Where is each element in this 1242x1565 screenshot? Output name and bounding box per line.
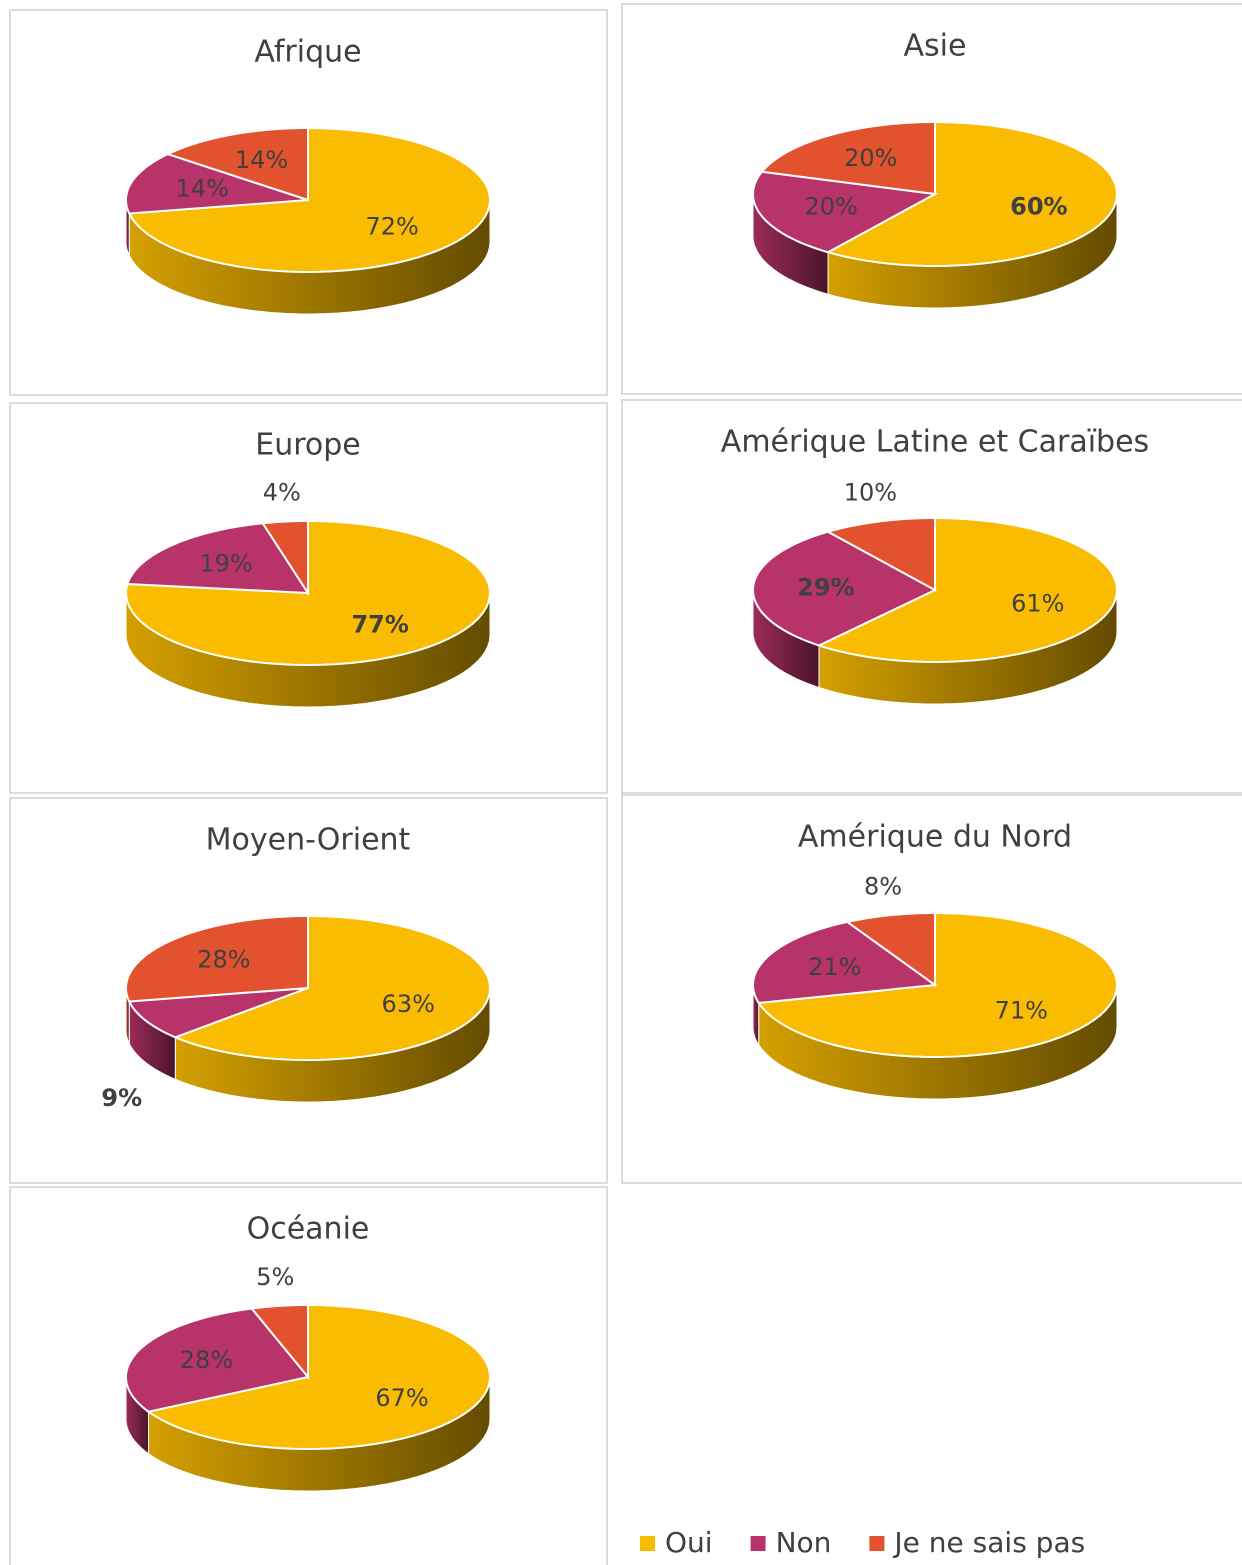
data-label: 20% (844, 144, 897, 172)
chart-title: Amérique du Nord (798, 820, 1072, 855)
data-label: 9% (101, 1084, 142, 1112)
chart-panel (9, 1186, 608, 1565)
pie-slice (751, 170, 939, 254)
pie-tops (125, 126, 491, 273)
data-label: 5% (256, 1263, 294, 1291)
legend-label: Je ne sais pas (892, 1526, 1085, 1559)
pie-tops (751, 120, 1119, 268)
legend-swatch (750, 1536, 766, 1551)
pie-slice (756, 911, 1118, 1058)
pie-tops (125, 519, 491, 666)
pie-slice (825, 516, 936, 592)
pie-slice (261, 519, 309, 597)
data-label: 28% (197, 945, 250, 973)
pie-slice (825, 120, 1119, 268)
data-label: 29% (797, 574, 854, 602)
pie-slice (125, 153, 309, 215)
chart-panel (621, 3, 1242, 395)
data-label: 61% (1011, 590, 1064, 618)
data-label: 4% (263, 479, 301, 507)
chart-title: Afrique (254, 35, 361, 70)
pie-slice (172, 914, 491, 1061)
pie-slice (125, 1307, 310, 1413)
data-label: 77% (351, 610, 408, 638)
data-label: 21% (808, 953, 861, 981)
chart-panel (621, 794, 1242, 1184)
chart-title: Asie (904, 29, 967, 64)
pie-slice (751, 530, 938, 647)
pie-slice (759, 120, 936, 196)
chart-panel (9, 9, 608, 396)
pie-slice (165, 126, 309, 202)
chart-panel (9, 797, 608, 1184)
pie-slice (127, 126, 491, 273)
data-label: 71% (995, 996, 1048, 1024)
data-label: 28% (180, 1346, 233, 1374)
chart-panel (9, 402, 608, 794)
pie-slice (126, 522, 310, 595)
legend-label: Oui (665, 1526, 713, 1559)
pie-tops (751, 516, 1118, 663)
data-label: 10% (844, 479, 897, 507)
data-label: 14% (176, 174, 229, 202)
pie-sides (125, 987, 491, 1103)
pie-slice (752, 920, 938, 1004)
data-label: 8% (864, 872, 902, 900)
pie-slice (127, 987, 309, 1039)
chart-panel (621, 399, 1242, 794)
data-label: 19% (199, 549, 252, 577)
data-label: 20% (804, 192, 857, 220)
pie-slice (145, 1303, 491, 1450)
data-label: 72% (365, 213, 418, 241)
pie-tops (125, 914, 491, 1061)
pie-tops (125, 1303, 491, 1450)
data-label: 63% (382, 990, 435, 1018)
pie-slice (125, 914, 309, 1003)
legend-swatch (640, 1536, 655, 1551)
data-label: 14% (235, 146, 288, 174)
pie-slice (844, 911, 936, 987)
chart-title: Océanie (247, 1212, 370, 1247)
legend-label: Non (776, 1526, 832, 1559)
pie-slice (816, 516, 1118, 663)
legend-swatch (869, 1536, 885, 1551)
pie-slice (249, 1303, 309, 1380)
data-label: 67% (375, 1384, 428, 1412)
data-label: 60% (1010, 192, 1067, 220)
pie-tops (752, 911, 1118, 1058)
chart-title: Europe (255, 428, 361, 463)
chart-title: Moyen-Orient (206, 823, 411, 858)
chart-title: Amérique Latine et Caraïbes (721, 425, 1149, 460)
